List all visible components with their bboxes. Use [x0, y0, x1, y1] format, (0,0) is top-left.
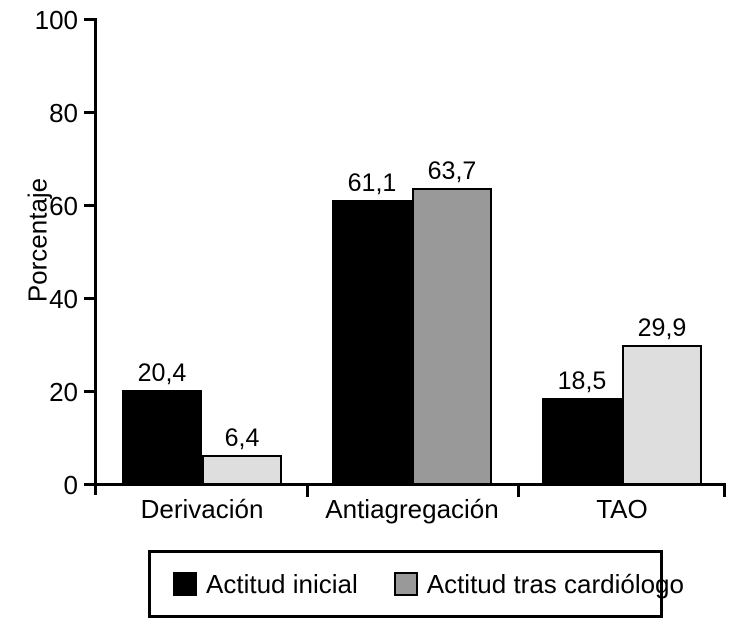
legend: Actitud inicial Actitud tras cardiólogo [148, 550, 684, 618]
y-tick-label: 60 [49, 190, 78, 221]
y-tick [84, 390, 97, 393]
bar-value-label: 29,9 [637, 314, 687, 342]
series2-color-swatch [393, 572, 418, 596]
y-tick-label: 40 [49, 283, 78, 314]
bar-value-label: 63,7 [427, 157, 477, 185]
y-tick-label: 0 [63, 469, 78, 500]
y-tick-label: 20 [49, 376, 78, 407]
y-tick [84, 483, 97, 486]
bar-series1-cat2 [332, 200, 412, 485]
y-tick-label: 100 [34, 4, 78, 35]
bar-value-label: 18,5 [557, 367, 607, 395]
legend-label-series1: Actitud inicial [206, 568, 358, 599]
category-label: Derivación [140, 494, 264, 524]
plot-area: 0 20 40 60 80 100 20,4 6,4 Derivación 61,1 63,7 Ant… [34, 4, 726, 524]
y-axis-line [94, 18, 97, 495]
legend-item: Actitud tras cardiólogo [393, 568, 684, 600]
bar-series2-cat3 [622, 345, 702, 485]
bar-series1-cat1 [122, 390, 202, 485]
bar-value-label: 20,4 [137, 359, 187, 387]
bar-value-label: 61,1 [347, 169, 397, 197]
category-label: Antiagregación [325, 494, 499, 524]
bar-value-label: 6,4 [224, 424, 260, 452]
bar-series2-cat2 [412, 188, 492, 485]
series1-color-swatch [173, 572, 197, 596]
bar-series2-cat1 [202, 455, 282, 485]
y-tick [84, 18, 97, 21]
x-tick [306, 483, 309, 497]
bar-series1-cat3 [542, 398, 622, 485]
x-tick [723, 483, 726, 497]
y-tick [84, 204, 97, 207]
y-tick [84, 297, 97, 300]
y-tick-label: 80 [49, 97, 78, 128]
category-label: TAO [596, 494, 648, 524]
x-tick [517, 483, 520, 497]
y-tick [84, 111, 97, 114]
legend-label-series2: Actitud tras cardiólogo [426, 568, 684, 599]
legend-item: Actitud inicial [173, 569, 358, 600]
